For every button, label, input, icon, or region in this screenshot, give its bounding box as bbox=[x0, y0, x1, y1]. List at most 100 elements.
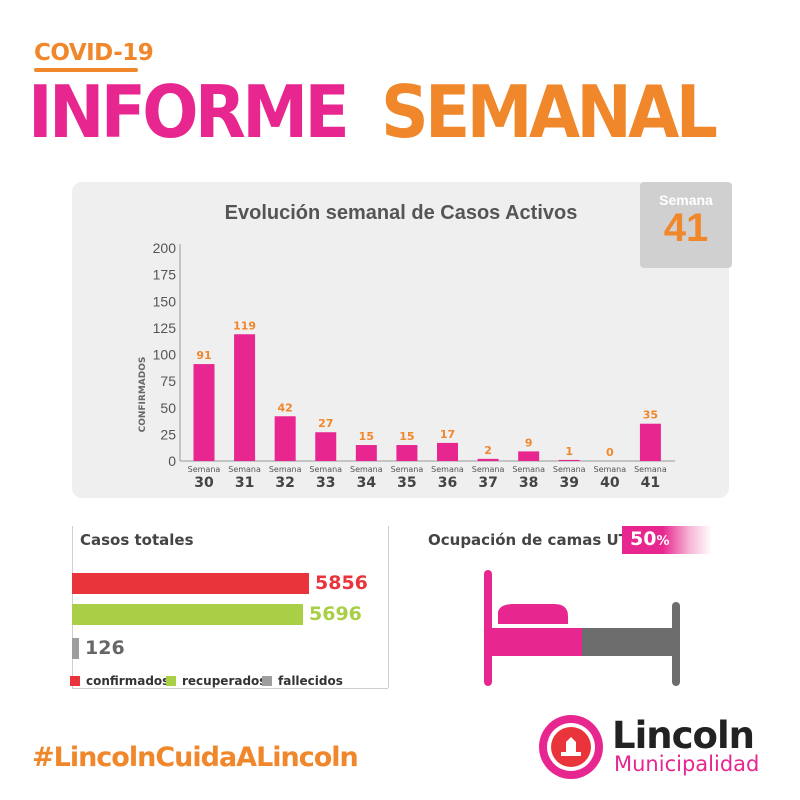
x-tick-label: 30 bbox=[194, 475, 214, 491]
y-tick-label: 0 bbox=[168, 453, 176, 469]
bar-value-label: 9 bbox=[525, 436, 533, 449]
bar-semana-34 bbox=[355, 445, 377, 461]
legend-swatch-fallecidos bbox=[262, 676, 272, 686]
x-tick-prefix: Semana bbox=[472, 465, 505, 474]
bar-value-label: 2 bbox=[484, 444, 492, 457]
bar-value-label: 91 bbox=[196, 349, 211, 362]
bar-value-label: 35 bbox=[643, 409, 658, 422]
kicker-underline bbox=[34, 68, 138, 72]
x-tick-label: 41 bbox=[641, 475, 660, 491]
icu-percentage-badge: 50% bbox=[622, 526, 712, 554]
y-tick-label: 175 bbox=[153, 267, 177, 283]
legend-fallecidos: fallecidos bbox=[262, 674, 343, 688]
legend-swatch-confirmados bbox=[70, 676, 80, 686]
bed-footboard bbox=[672, 602, 680, 686]
x-tick-prefix: Semana bbox=[593, 465, 626, 474]
bar-semana-38 bbox=[518, 451, 540, 461]
legend-label-fallecidos: fallecidos bbox=[278, 674, 343, 688]
logo-emblem bbox=[561, 737, 581, 756]
x-tick-prefix: Semana bbox=[309, 465, 342, 474]
x-tick-label: 31 bbox=[235, 475, 254, 491]
title-informe: INFORME bbox=[28, 70, 350, 154]
hashtag: #LincolnCuidaALincoln bbox=[32, 742, 359, 773]
total-value-recuperados: 5696 bbox=[309, 603, 362, 625]
y-tick-label: 150 bbox=[153, 293, 177, 309]
legend-recuperados: recuperados bbox=[166, 674, 266, 688]
totals-title: Casos totales bbox=[80, 531, 194, 549]
total-value-confirmados: 5856 bbox=[315, 572, 368, 594]
x-tick-prefix: Semana bbox=[350, 465, 383, 474]
week-badge-number: 41 bbox=[663, 206, 709, 250]
y-tick-label: 75 bbox=[160, 373, 176, 389]
x-tick-prefix: Semana bbox=[228, 465, 261, 474]
bar-value-label: 0 bbox=[606, 446, 614, 459]
bar-semana-35 bbox=[396, 445, 418, 461]
y-tick-label: 200 bbox=[153, 240, 177, 256]
x-tick-prefix: Semana bbox=[512, 465, 545, 474]
total-bar-confirmados bbox=[72, 573, 309, 594]
bar-semana-33 bbox=[315, 432, 337, 461]
legend-confirmados: confirmados bbox=[70, 674, 169, 688]
x-tick-prefix: Semana bbox=[431, 465, 464, 474]
week-badge: Semana 41 bbox=[640, 182, 732, 268]
bar-semana-37 bbox=[477, 458, 499, 461]
bar-semana-39 bbox=[558, 459, 580, 461]
x-tick-prefix: Semana bbox=[188, 465, 221, 474]
y-tick-label: 100 bbox=[153, 347, 177, 363]
bar-chart: 0255075100125150175200CONFIRMADOS91Seman… bbox=[138, 240, 675, 491]
x-tick-prefix: Semana bbox=[269, 465, 302, 474]
divider-bottom bbox=[72, 688, 388, 689]
icu-percentage: 50% bbox=[630, 528, 669, 550]
x-tick-label: 32 bbox=[275, 475, 294, 491]
bed-occupied-portion bbox=[492, 628, 582, 656]
x-tick-label: 37 bbox=[478, 475, 497, 491]
bar-semana-30 bbox=[193, 364, 215, 461]
bar-semana-32 bbox=[274, 416, 296, 461]
bar-value-label: 42 bbox=[278, 401, 293, 414]
bar-semana-36 bbox=[437, 442, 458, 461]
bed-icon bbox=[484, 570, 680, 686]
week-badge-label: Semana bbox=[659, 192, 713, 208]
legend-label-confirmados: confirmados bbox=[86, 674, 170, 688]
y-tick-label: 50 bbox=[160, 400, 176, 416]
y-tick-label: 125 bbox=[153, 320, 177, 336]
brand-name: Lincoln bbox=[612, 714, 755, 757]
x-tick-label: 39 bbox=[560, 475, 579, 491]
total-bar-recuperados bbox=[72, 604, 303, 625]
x-tick-prefix: Semana bbox=[553, 465, 586, 474]
municipal-logo bbox=[539, 715, 603, 779]
y-axis-label: CONFIRMADOS bbox=[138, 357, 148, 433]
total-value-fallecidos: 126 bbox=[85, 637, 125, 659]
brand-subtitle: Municipalidad bbox=[614, 752, 760, 776]
x-tick-prefix: Semana bbox=[634, 465, 667, 474]
y-tick-label: 25 bbox=[160, 426, 176, 442]
chart-title: Evolución semanal de Casos Activos bbox=[224, 202, 578, 224]
bar-semana-41 bbox=[639, 423, 661, 461]
legend-swatch-recuperados bbox=[166, 676, 176, 686]
bar-value-label: 119 bbox=[233, 319, 256, 332]
x-tick-label: 34 bbox=[357, 475, 377, 491]
total-bar-fallecidos bbox=[72, 638, 79, 659]
x-tick-label: 38 bbox=[519, 475, 538, 491]
bar-semana-31 bbox=[234, 334, 256, 461]
x-tick-label: 35 bbox=[397, 475, 416, 491]
x-tick-prefix: Semana bbox=[391, 465, 424, 474]
x-tick-label: 33 bbox=[316, 475, 335, 491]
bar-value-label: 1 bbox=[565, 445, 573, 458]
bar-value-label: 15 bbox=[359, 430, 374, 443]
covid-kicker: COVID-19 bbox=[34, 40, 154, 66]
bar-value-label: 15 bbox=[399, 430, 414, 443]
bed-free-portion bbox=[582, 628, 672, 656]
icu-percentage-value: 50 bbox=[630, 528, 657, 550]
divider-middle bbox=[388, 526, 389, 688]
x-tick-label: 36 bbox=[438, 475, 457, 491]
bed-pillow bbox=[498, 604, 568, 624]
bar-value-label: 17 bbox=[440, 428, 455, 441]
bar-value-label: 27 bbox=[318, 417, 333, 430]
legend-label-recuperados: recuperados bbox=[182, 674, 267, 688]
title-semanal: SEMANAL bbox=[381, 70, 718, 154]
icu-percentage-unit: % bbox=[656, 534, 670, 549]
bed-headboard bbox=[484, 570, 492, 686]
x-tick-label: 40 bbox=[600, 475, 620, 491]
icu-title: Ocupación de camas UTI bbox=[428, 531, 635, 549]
